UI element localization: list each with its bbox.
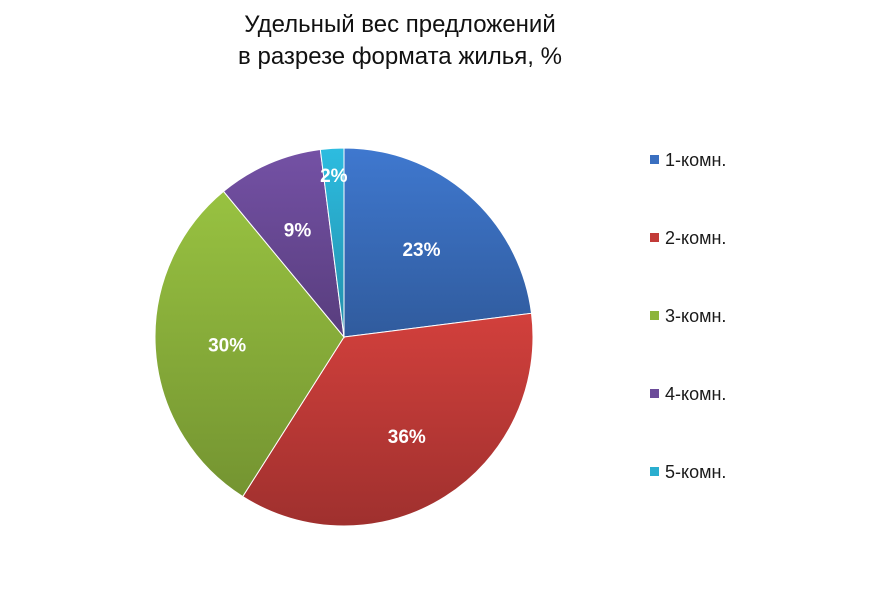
data-label-4-komn: 9% (284, 221, 312, 242)
data-label-2-komn: 36% (388, 427, 426, 448)
legend-label-1-komn: 1-комн. (665, 150, 727, 170)
pie-slice-2-komn (242, 312, 534, 527)
legend-label-4-komn: 4-комн. (665, 384, 727, 404)
legend-swatch-4-komn (650, 389, 659, 398)
legend-swatch-1-komn (650, 155, 659, 164)
data-label-1-komn: 23% (402, 240, 440, 261)
legend-label-2-komn: 2-комн. (665, 228, 727, 248)
chart-title-line-2: в разрезе формата жилья, % (238, 43, 562, 70)
chart-title-line-1: Удельный вес предложений (244, 11, 556, 38)
legend-swatch-3-komn (650, 311, 659, 320)
data-label-3-komn: 30% (208, 335, 246, 356)
pie-slice-3-komn (154, 190, 345, 498)
legend-swatch-2-komn (650, 233, 659, 242)
legend-label-3-komn: 3-комн. (665, 306, 727, 326)
data-label-5-komn: 2% (320, 166, 348, 187)
legend-label-5-komn: 5-комн. (665, 462, 727, 482)
pie-slice-4-komn (222, 148, 345, 339)
pie-slice-1-komn (343, 147, 533, 338)
pie-slice-5-komn (319, 147, 345, 338)
legend-swatch-5-komn (650, 467, 659, 476)
